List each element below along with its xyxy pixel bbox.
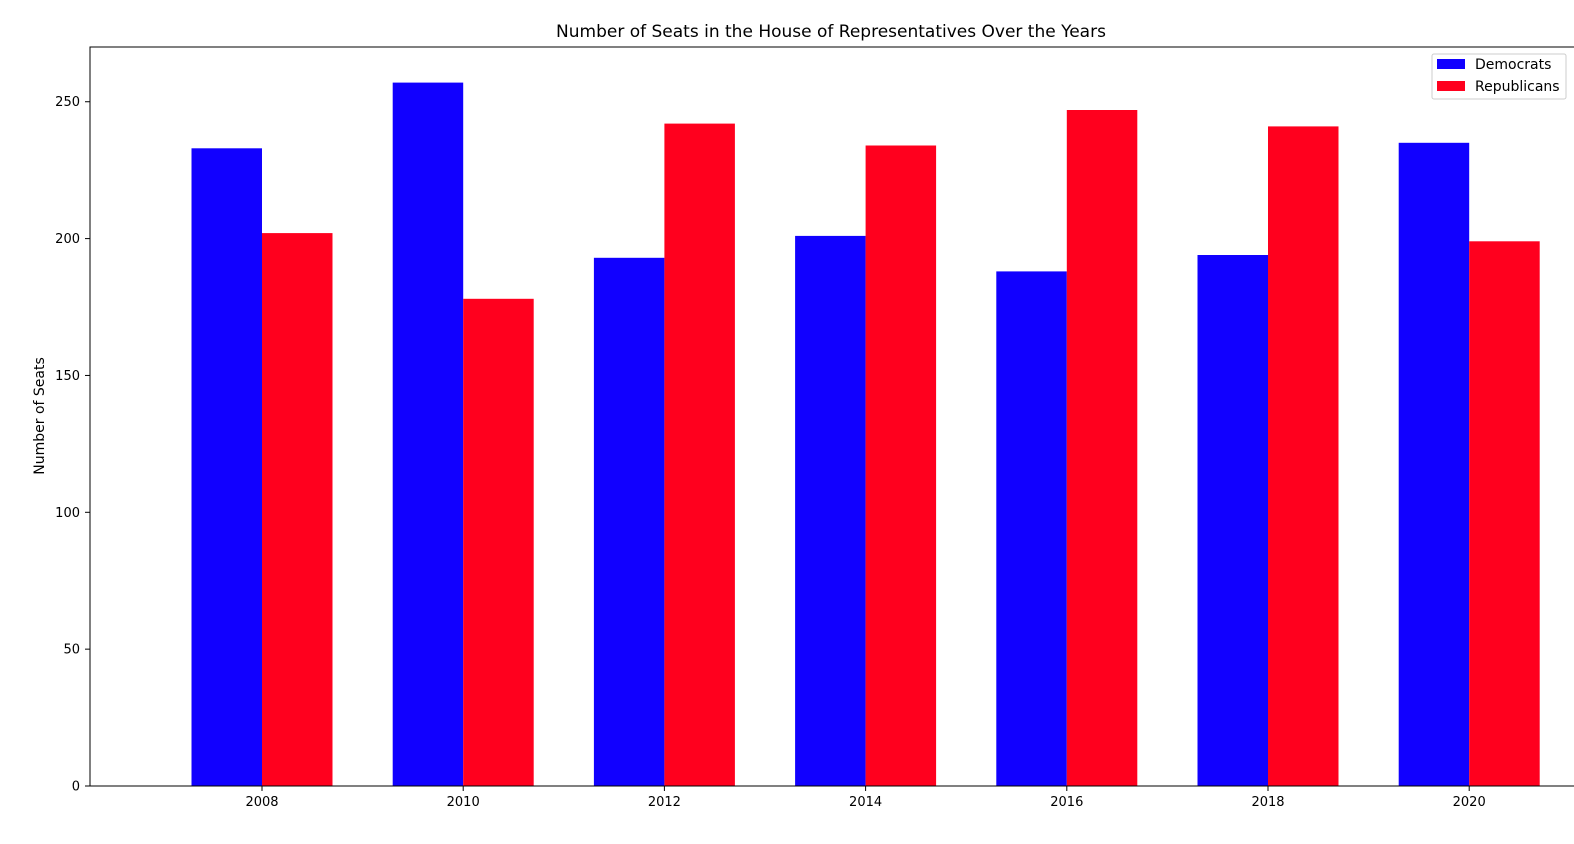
bar-democrats-2014 [795, 235, 866, 786]
legend-label-democrats: Democrats [1475, 57, 1551, 73]
x-tick-label: 2008 [245, 795, 278, 810]
bar-republicans-2014 [865, 145, 937, 786]
bar-democrats-2016 [996, 271, 1067, 786]
plot-frame [89, 46, 1574, 787]
x-tick-label: 2018 [1251, 795, 1284, 810]
y-axis: 0 50 100 150 200 250 [55, 95, 90, 795]
bars-layer [191, 82, 1540, 787]
legend-swatch-republicans [1437, 81, 1465, 91]
y-tick-label: 100 [55, 506, 80, 521]
x-tick-label: 2020 [1453, 795, 1486, 810]
x-tick-label: 2010 [447, 795, 480, 810]
y-tick-label: 150 [55, 369, 80, 384]
x-tick-label: 2012 [648, 795, 681, 810]
bar-democrats-2010 [392, 82, 464, 787]
bar-republicans-2016 [1066, 110, 1138, 786]
legend-swatch-democrats [1437, 59, 1465, 69]
bar-democrats-2012 [593, 257, 665, 786]
x-tick-label: 2014 [849, 795, 882, 810]
legend: Democrats Republicans [1431, 53, 1567, 100]
bar-republicans-2012 [664, 123, 735, 787]
x-axis: 2008 2010 2012 2014 2016 2018 2020 [245, 786, 1486, 810]
bar-republicans-2010 [463, 298, 534, 786]
bar-democrats-2008 [191, 148, 262, 787]
legend-box [1431, 53, 1567, 100]
bar-democrats-2018 [1197, 255, 1268, 786]
bar-republicans-2020 [1469, 241, 1540, 787]
bar-republicans-2018 [1268, 126, 1339, 786]
legend-label-republicans: Republicans [1475, 79, 1560, 95]
y-tick-label: 250 [55, 95, 80, 110]
y-axis-label: Number of Seats [32, 357, 48, 475]
bar-democrats-2020 [1398, 142, 1470, 787]
y-tick-label: 200 [55, 232, 80, 247]
y-tick-label: 50 [63, 643, 80, 658]
y-tick-label: 0 [72, 780, 80, 795]
x-tick-label: 2016 [1050, 795, 1083, 810]
chart-title: Number of Seats in the House of Represen… [556, 22, 1106, 42]
bar-republicans-2008 [262, 233, 333, 787]
